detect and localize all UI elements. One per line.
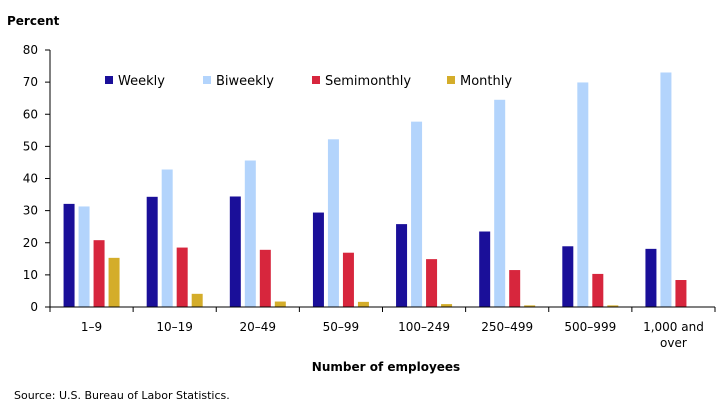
legend-swatch-semimonthly bbox=[312, 76, 320, 84]
legend-label-monthly: Monthly bbox=[460, 74, 512, 89]
bar-biweekly bbox=[327, 139, 339, 307]
legend-swatch-weekly bbox=[105, 76, 113, 84]
bar-weekly bbox=[396, 224, 408, 307]
y-axis-title: Percent bbox=[7, 14, 60, 28]
x-tick-label: 50–99 bbox=[323, 320, 360, 334]
bar-semimonthly bbox=[426, 259, 438, 307]
bar-monthly bbox=[607, 305, 619, 307]
y-tick-label: 70 bbox=[23, 75, 38, 89]
y-tick-label: 50 bbox=[23, 139, 38, 153]
y-tick-label: 40 bbox=[23, 172, 38, 186]
legend-label-weekly: Weekly bbox=[118, 74, 165, 89]
legend-swatch-biweekly bbox=[203, 76, 211, 84]
bar-semimonthly bbox=[675, 280, 687, 307]
bar-monthly bbox=[441, 304, 453, 307]
bar-biweekly bbox=[494, 99, 506, 307]
y-tick-label: 20 bbox=[23, 236, 38, 250]
y-axis-ticks: 0 10 20 30 40 50 60 70 80 bbox=[23, 43, 50, 314]
x-tick-label: 20–49 bbox=[240, 320, 277, 334]
bar-weekly bbox=[645, 248, 657, 307]
bar-biweekly bbox=[577, 82, 589, 307]
bar-monthly bbox=[108, 257, 120, 307]
y-tick-label: 80 bbox=[23, 43, 38, 57]
source-note: Source: U.S. Bureau of Labor Statistics. bbox=[14, 389, 230, 402]
x-tick-label: 1–9 bbox=[81, 320, 102, 334]
bar-biweekly bbox=[78, 206, 90, 307]
x-tick-label: 250–499 bbox=[481, 320, 533, 334]
bar-biweekly bbox=[660, 72, 672, 307]
y-tick-label: 60 bbox=[23, 107, 38, 121]
bar-monthly bbox=[274, 301, 286, 307]
bar-semimonthly bbox=[509, 270, 521, 307]
bar-weekly bbox=[63, 203, 75, 307]
legend-label-semimonthly: Semimonthly bbox=[325, 74, 411, 89]
legend-swatch-monthly bbox=[447, 76, 455, 84]
bar-semimonthly bbox=[176, 247, 188, 307]
bar-biweekly bbox=[411, 121, 423, 307]
x-tick-label: 1,000 and bbox=[643, 320, 704, 334]
bar-weekly bbox=[312, 212, 324, 307]
bar-semimonthly bbox=[259, 249, 271, 307]
y-tick-label: 30 bbox=[23, 204, 38, 218]
legend-label-biweekly: Biweekly bbox=[216, 74, 274, 89]
bar-semimonthly bbox=[592, 273, 604, 307]
y-tick-label: 0 bbox=[30, 300, 38, 314]
y-tick-label: 10 bbox=[23, 268, 38, 282]
legend: Weekly Biweekly Semimonthly Monthly bbox=[105, 74, 512, 89]
bar-monthly bbox=[524, 305, 536, 307]
bar-weekly bbox=[229, 196, 241, 307]
bar-weekly bbox=[479, 231, 491, 307]
bar-biweekly bbox=[161, 169, 173, 307]
x-tick-label: 100–249 bbox=[398, 320, 450, 334]
bar-monthly bbox=[357, 301, 369, 307]
bar-weekly bbox=[562, 246, 574, 307]
x-tick-label: over bbox=[660, 336, 687, 350]
bar-semimonthly bbox=[342, 252, 354, 307]
bar-weekly bbox=[146, 196, 158, 307]
bar-biweekly bbox=[244, 160, 256, 307]
x-axis-title: Number of employees bbox=[312, 360, 460, 374]
x-tick-label: 10–19 bbox=[156, 320, 193, 334]
bars bbox=[63, 72, 687, 307]
bar-monthly bbox=[191, 293, 203, 307]
x-axis-ticks: 1–9 10–19 20–49 50–99 100–249 250–499 500–999 1… bbox=[49, 307, 716, 350]
x-tick-label: 500–999 bbox=[564, 320, 616, 334]
bar-semimonthly bbox=[93, 240, 105, 307]
